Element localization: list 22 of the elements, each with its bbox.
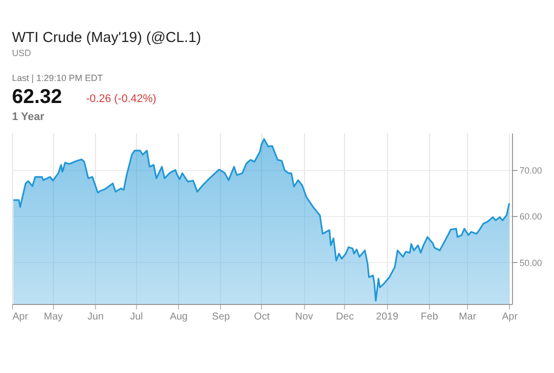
- x-tick-label: Jun: [88, 312, 104, 322]
- chart-subtitle: USD: [12, 48, 32, 58]
- y-tick-label: 70.00: [520, 165, 542, 176]
- x-tick-label: Sep: [212, 312, 230, 322]
- y-tick-label: 50.00: [520, 258, 542, 268]
- x-tick-label: 2019: [376, 312, 399, 322]
- x-tick-label: Apr: [502, 312, 518, 322]
- text: Last | 1:29:10 PM EDT: [12, 73, 103, 83]
- text: -0.26 (-0.42%): [86, 93, 156, 105]
- x-tick-label: Mar: [458, 312, 477, 322]
- x-tick-label: Feb: [420, 312, 438, 322]
- x-tick-label: Dec: [336, 312, 354, 322]
- x-tick-label: Oct: [254, 312, 270, 322]
- x-tick-label: Nov: [295, 312, 313, 322]
- x-tick-label: May: [44, 312, 63, 322]
- x-tick-label: Aug: [170, 312, 188, 322]
- text: 62.32: [12, 86, 62, 109]
- text: 1 Year: [12, 111, 44, 123]
- y-tick-label: 60.00: [520, 212, 542, 222]
- chart-title: WTI Crude (May'19) (@CL.1): [12, 30, 202, 46]
- x-tick-label: Jul: [130, 312, 143, 322]
- x-tick-label: Apr: [12, 312, 29, 322]
